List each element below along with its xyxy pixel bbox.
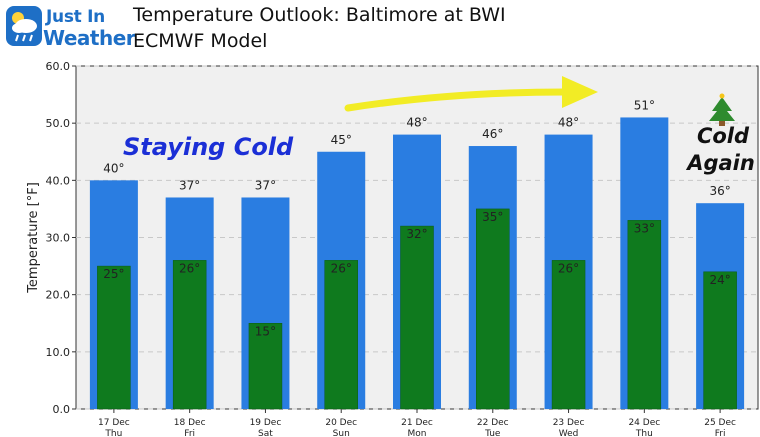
bar-low-label: 15° [255,324,276,338]
bar-low [172,260,207,410]
x-tick-label-day: Thu [635,429,653,437]
logo-text-line2: Weather [43,26,136,50]
x-tick-label-day: Thu [104,429,122,437]
bar-low [703,271,737,410]
bar-low [627,220,662,410]
bar-high-label: 45° [331,133,352,147]
bar-low-label: 24° [709,273,730,287]
bar-low [248,323,283,410]
bar-high-label: 37° [179,178,200,192]
bar-high-label: 51° [634,98,655,112]
x-tick-label-day: Fri [715,429,726,437]
x-tick-label-date: 18 Dec [174,418,206,428]
x-tick-label-date: 23 Dec [553,418,585,428]
bar-high-label: 37° [255,178,276,192]
y-tick-label: 0.0 [53,403,71,416]
christmas-tree-star-icon [719,93,725,99]
x-tick-label-date: 20 Dec [325,418,357,428]
bar-high-label: 46° [482,127,503,141]
bar-high-label: 40° [103,161,124,175]
bar-high-label: 36° [709,184,730,198]
logo-text-line1: Just In [46,7,105,27]
weather-cloud-icon [6,6,42,46]
bar-low-label: 26° [558,261,579,275]
page-subtitle: ECMWF Model [133,30,268,52]
just-in-weather-logo: Just In Weather [6,4,136,50]
bar-low [324,260,358,410]
y-axis-label: Temperature [°F] [26,182,41,294]
y-tick-label: 50.0 [46,117,71,130]
bar-high-label: 48° [406,116,427,130]
bar-low-label: 35° [482,210,503,224]
x-tick-label-date: 24 Dec [628,418,660,428]
bar-low [400,225,434,410]
christmas-tree-icon [709,97,735,121]
x-tick-label-day: Mon [408,429,427,437]
bar-low-label: 26° [331,261,352,275]
annotation-cold: Cold [697,124,750,148]
warming-arrow-icon [344,88,569,112]
x-tick-label-day: Sun [333,429,350,437]
x-tick-label-date: 22 Dec [477,418,509,428]
christmas-tree-trunk-icon [719,121,725,126]
annotation-again: Again [685,151,755,175]
bar-low-label: 26° [179,261,200,275]
x-tick-label-date: 25 Dec [704,418,736,428]
bar-low [97,265,131,410]
bar-low-label: 25° [103,267,124,281]
y-tick-label: 20.0 [46,289,71,302]
x-tick-label-day: Wed [559,429,579,437]
page-title: Temperature Outlook: Baltimore at BWI [133,4,506,26]
x-tick-label-day: Fri [184,429,195,437]
y-tick-label: 60.0 [46,60,71,73]
bar-high-label: 48° [558,116,579,130]
bar-low [551,260,586,410]
x-tick-label-date: 21 Dec [401,418,433,428]
bar-low-label: 33° [634,221,655,235]
x-tick-label-day: Sat [258,429,273,437]
warming-arrow-head-icon [562,76,598,108]
x-tick-label-date: 19 Dec [250,418,282,428]
y-tick-label: 30.0 [46,232,71,245]
bar-low-label: 32° [406,227,427,241]
annotation-staying-cold: Staying Cold [123,133,294,161]
x-tick-label-date: 17 Dec [98,418,130,428]
x-tick-label-day: Tue [484,429,501,437]
bar-low [476,208,510,410]
y-tick-label: 10.0 [46,346,71,359]
y-tick-label: 40.0 [46,174,71,187]
